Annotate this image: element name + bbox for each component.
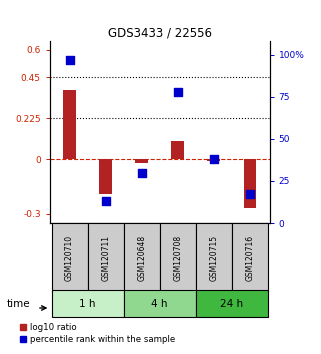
Text: GSM120710: GSM120710	[65, 234, 74, 281]
Text: time: time	[6, 298, 30, 309]
FancyBboxPatch shape	[232, 223, 268, 292]
Bar	[207, 159, 220, 161]
FancyBboxPatch shape	[88, 223, 124, 292]
Point	[67, 57, 72, 63]
Point	[175, 89, 180, 95]
Bar	[135, 159, 148, 163]
Bar	[244, 159, 256, 209]
FancyBboxPatch shape	[52, 290, 124, 317]
Bar	[171, 141, 184, 159]
Point	[211, 156, 216, 162]
FancyBboxPatch shape	[196, 223, 232, 292]
Point	[103, 198, 108, 204]
Text: 4 h: 4 h	[152, 298, 168, 309]
Text: GSM120711: GSM120711	[101, 235, 110, 280]
Title: GDS3433 / 22556: GDS3433 / 22556	[108, 27, 212, 40]
FancyBboxPatch shape	[196, 290, 268, 317]
Bar	[99, 159, 112, 194]
Text: 1 h: 1 h	[79, 298, 96, 309]
Text: GSM120648: GSM120648	[137, 234, 146, 281]
FancyBboxPatch shape	[52, 223, 88, 292]
Legend: log10 ratio, percentile rank within the sample: log10 ratio, percentile rank within the …	[20, 323, 175, 344]
FancyBboxPatch shape	[124, 290, 196, 317]
Text: GSM120708: GSM120708	[173, 234, 182, 281]
Text: GSM120715: GSM120715	[209, 234, 218, 281]
Text: 24 h: 24 h	[220, 298, 243, 309]
FancyBboxPatch shape	[124, 223, 160, 292]
FancyBboxPatch shape	[160, 223, 196, 292]
Point	[247, 192, 252, 197]
Point	[139, 170, 144, 175]
Bar	[63, 90, 76, 159]
Text: GSM120716: GSM120716	[245, 234, 254, 281]
